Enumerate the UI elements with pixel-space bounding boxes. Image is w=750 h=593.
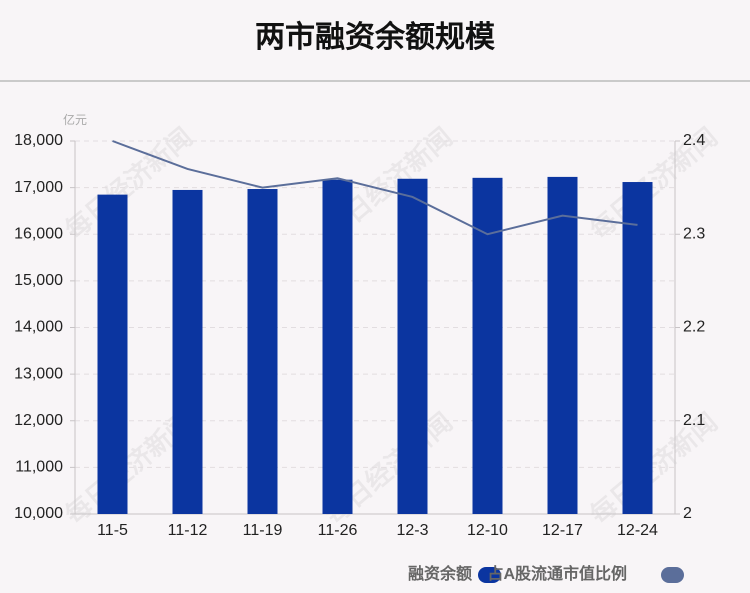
y-tick-label: 10,000: [14, 505, 63, 522]
x-tick-label: 11-5: [97, 522, 128, 539]
y-tick-label: 16,000: [14, 225, 63, 242]
bar: [247, 189, 278, 514]
y2-tick-label: 2.1: [683, 412, 705, 429]
legend-label: 融资余额: [408, 564, 472, 583]
y-tick-label: 11,000: [15, 459, 63, 476]
bar: [322, 179, 353, 515]
bar: [622, 182, 653, 514]
y-tick-label: 13,000: [14, 365, 63, 382]
y-tick-label: 18,000: [14, 132, 63, 149]
chart-title: 两市融资余额规模: [255, 20, 495, 54]
y-tick-label: 12,000: [14, 412, 63, 429]
bar: [172, 189, 203, 515]
x-tick-label: 11-26: [318, 522, 358, 539]
bar: [97, 194, 128, 514]
bar: [397, 178, 428, 515]
y2-tick-label: 2: [683, 505, 692, 522]
y2-tick-label: 2.3: [683, 225, 705, 242]
y-tick-label: 17,000: [14, 179, 63, 196]
y-tick-label: 15,000: [14, 272, 63, 289]
y2-tick-label: 2.2: [683, 319, 705, 336]
legend-swatch: [661, 567, 684, 583]
legend-swatch: [478, 567, 501, 583]
x-tick-label: 12-3: [396, 522, 428, 539]
legend-label: 占A股流通市值比例: [487, 564, 627, 583]
x-tick-label: 12-10: [467, 522, 508, 539]
x-tick-label: 12-24: [617, 522, 658, 539]
line: [112, 140, 638, 236]
x-tick-label: 11-19: [243, 522, 283, 539]
y2-tick-label: 2.4: [683, 132, 705, 149]
bar: [547, 176, 578, 514]
x-tick-label: 12-17: [542, 522, 583, 539]
y-unit: 亿元: [63, 112, 87, 127]
x-tick-label: 11-12: [168, 522, 208, 539]
y-tick-label: 14,000: [14, 319, 63, 336]
